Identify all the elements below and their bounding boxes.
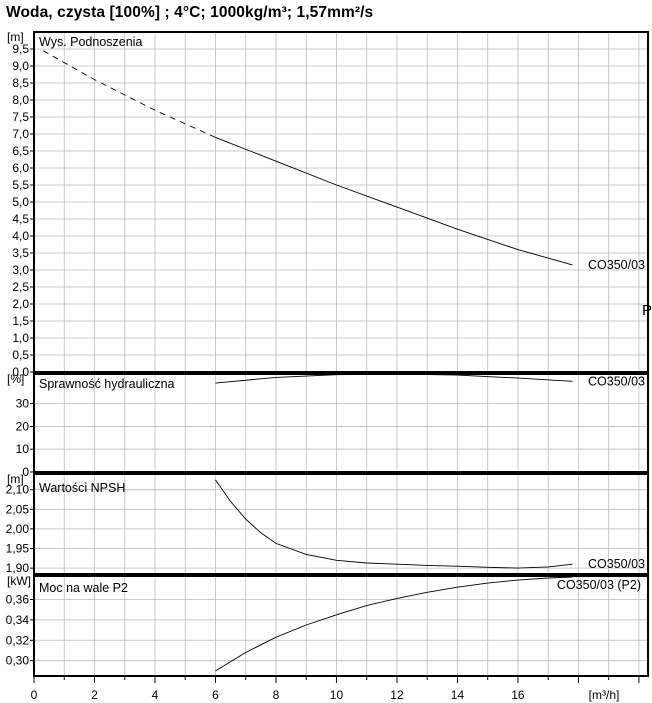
y-tick-label: 10 xyxy=(16,442,30,456)
y-tick-label: 5,5 xyxy=(12,178,29,192)
chart-title: Woda, czysta [100%] ; 4°C; 1000kg/m³; 1,… xyxy=(6,4,374,21)
y-tick-label: 9,0 xyxy=(12,59,29,73)
y-tick-label: 0,36 xyxy=(6,592,30,606)
y-tick-label: 5,0 xyxy=(12,195,29,209)
y-tick-label: 0,5 xyxy=(12,348,29,362)
x-tick-label: 12 xyxy=(390,688,404,702)
y-tick-label: 2,05 xyxy=(6,502,30,516)
panel-frame xyxy=(33,473,649,575)
x-tick-label: 16 xyxy=(511,688,525,702)
y-axis-unit: [m] xyxy=(7,472,24,486)
x-tick-label: 14 xyxy=(451,688,465,702)
panel-frame xyxy=(33,31,649,373)
x-tick-label: 0 xyxy=(31,688,38,702)
y-tick-label: 1,95 xyxy=(6,542,30,556)
y-tick-label: 0,30 xyxy=(6,654,30,668)
side-label: P xyxy=(642,302,652,319)
y-tick-label: 6,0 xyxy=(12,161,29,175)
y-tick-label: 1,90 xyxy=(6,561,30,575)
y-axis-unit: [kW] xyxy=(7,574,31,588)
x-axis-unit: [m³/h] xyxy=(589,688,620,702)
panel-frame xyxy=(33,575,649,677)
y-tick-label: 4,5 xyxy=(12,212,29,226)
x-tick-label: 4 xyxy=(152,688,159,702)
y-tick-label: 0,32 xyxy=(6,633,30,647)
y-tick-label: 4,0 xyxy=(12,229,29,243)
panel-title: Moc na wale P2 xyxy=(39,581,128,595)
y-axis-unit: [m] xyxy=(7,30,24,44)
y-tick-label: 9,5 xyxy=(12,42,29,56)
y-tick-label: 2,10 xyxy=(6,483,30,497)
y-tick-label: 20 xyxy=(16,419,30,433)
y-tick-label: 1,0 xyxy=(12,331,29,345)
panel-title: Sprawność hydrauliczna xyxy=(39,377,175,391)
y-tick-label: 0,0 xyxy=(12,365,29,379)
y-tick-label: 0,34 xyxy=(6,613,30,627)
y-tick-label: 8,5 xyxy=(12,76,29,90)
series-curve xyxy=(215,136,573,266)
series-curve xyxy=(215,373,573,384)
y-tick-label: 2,0 xyxy=(12,297,29,311)
y-tick-label: 8,0 xyxy=(12,93,29,107)
series-curve xyxy=(215,576,573,672)
y-tick-label: 2,00 xyxy=(6,522,30,536)
y-tick-label: 0 xyxy=(22,465,29,479)
x-tick-label: 10 xyxy=(330,688,344,702)
panel-title: Wys. Podnoszenia xyxy=(39,35,142,49)
x-tick-label: 6 xyxy=(212,688,219,702)
y-tick-label: 2,5 xyxy=(12,280,29,294)
y-tick-label: 7,5 xyxy=(12,110,29,124)
series-label: CO350/03 xyxy=(588,557,645,571)
y-tick-label: 6,5 xyxy=(12,144,29,158)
y-tick-label: 7,0 xyxy=(12,127,29,141)
x-tick-label: 2 xyxy=(91,688,98,702)
y-tick-label: 3,0 xyxy=(12,263,29,277)
y-tick-label: 1,5 xyxy=(12,314,29,328)
panel-title: Wartości NPSH xyxy=(39,481,125,495)
y-tick-label: 3,5 xyxy=(12,246,29,260)
series-label: CO350/03 xyxy=(588,258,645,272)
y-tick-label: 30 xyxy=(16,397,30,411)
panel-frame xyxy=(33,373,649,473)
series-label: CO350/03 xyxy=(588,374,645,388)
series-curve xyxy=(215,479,573,569)
series-label: CO350/03 (P2) xyxy=(557,578,641,592)
y-axis-unit: [%] xyxy=(7,372,24,386)
series-curve-extrapolated xyxy=(42,50,216,138)
x-tick-label: 8 xyxy=(273,688,280,702)
